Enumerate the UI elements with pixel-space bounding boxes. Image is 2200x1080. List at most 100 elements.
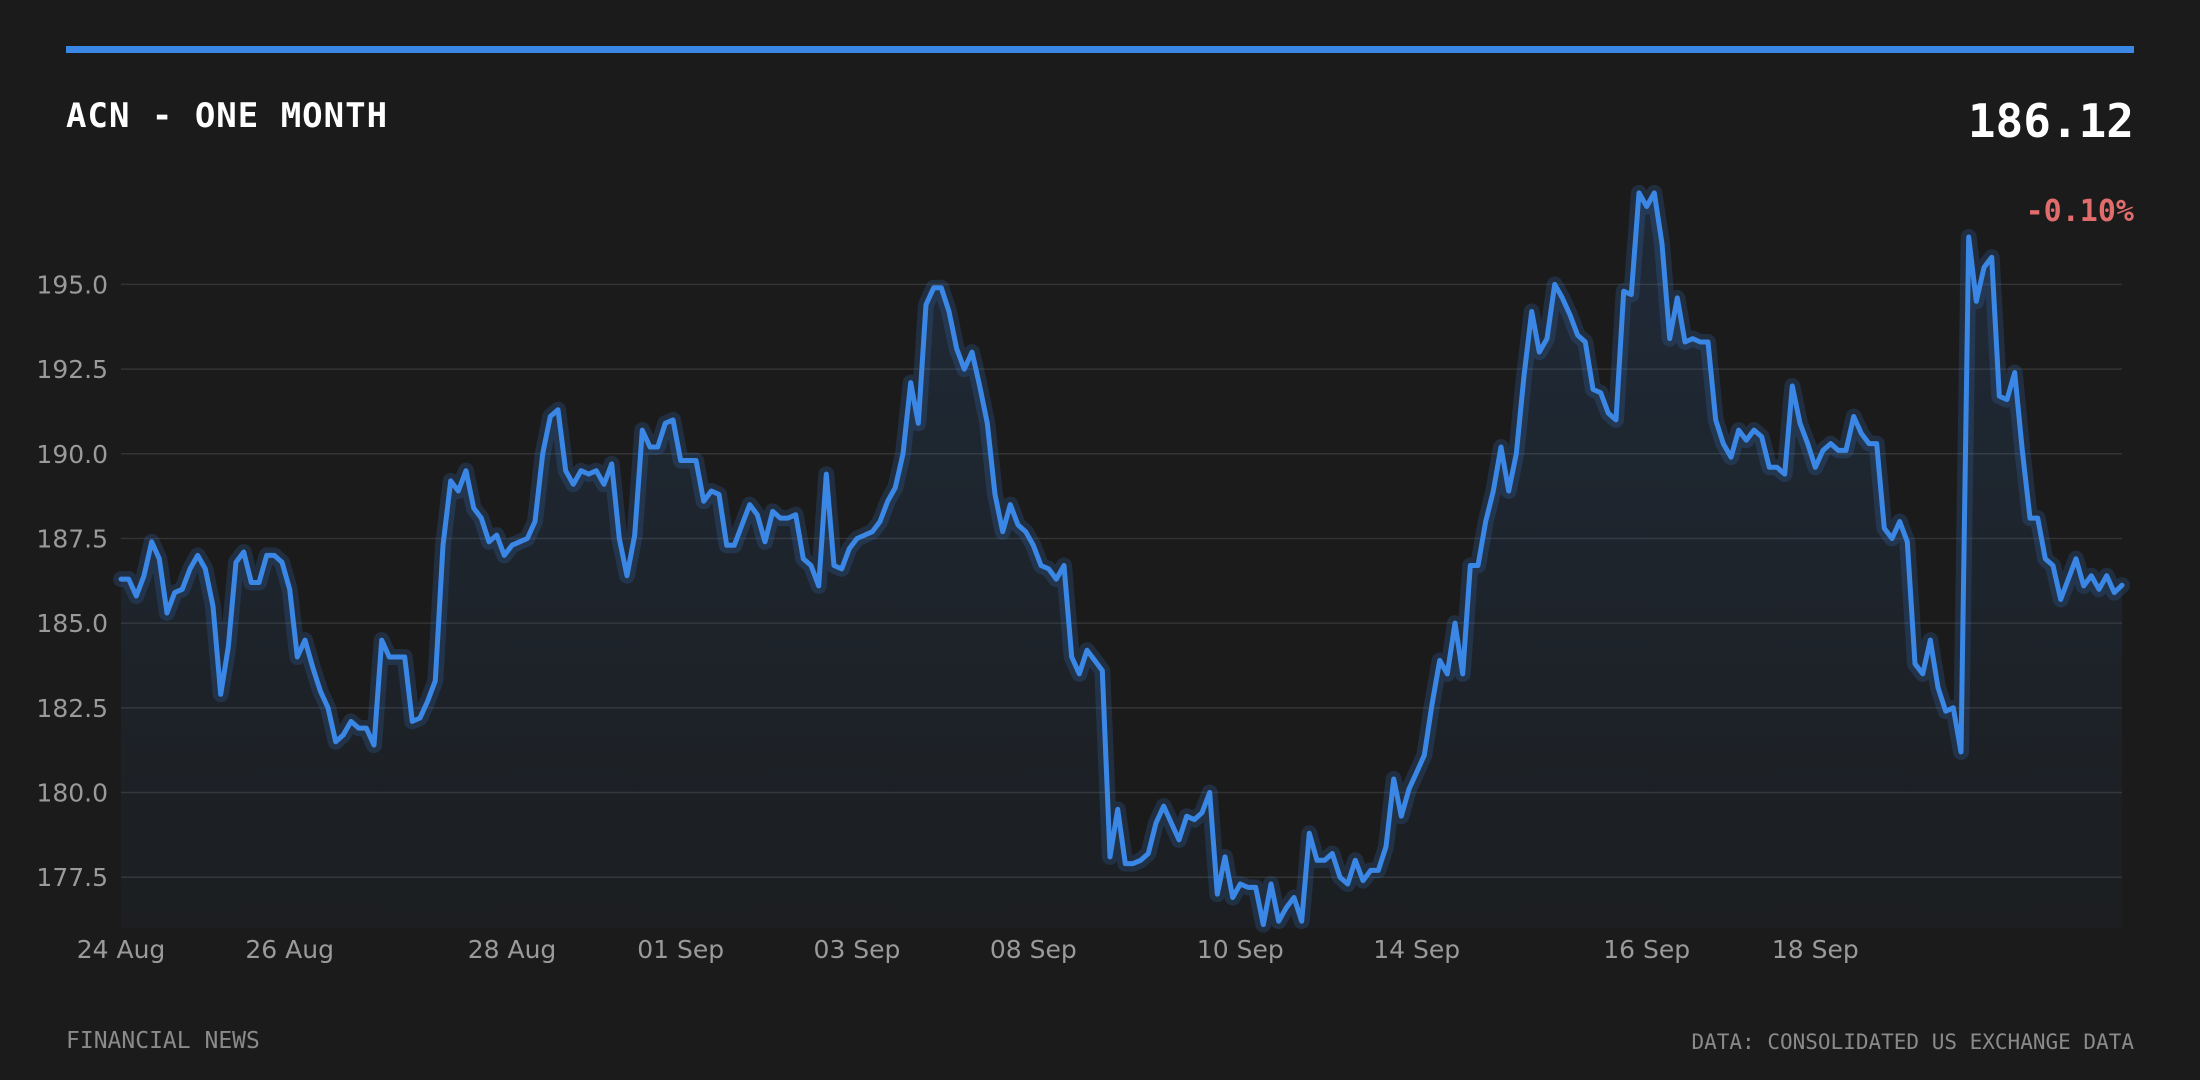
data-point: [655, 445, 660, 450]
data-point: [1752, 428, 1757, 433]
data-point: [1729, 455, 1734, 460]
data-point: [1698, 340, 1703, 345]
data-point: [1660, 241, 1665, 246]
data-point: [287, 587, 292, 592]
data-point: [1161, 804, 1166, 809]
data-point: [924, 302, 929, 307]
data-point: [816, 583, 821, 588]
data-point: [2112, 590, 2117, 595]
data-point: [1844, 448, 1849, 453]
data-point: [1223, 854, 1228, 859]
footer-data-credit: DATA: CONSOLIDATED US EXCHANGE DATA: [1691, 1030, 2134, 1054]
data-point: [257, 580, 262, 585]
data-point: [985, 421, 990, 426]
data-point: [1046, 566, 1051, 571]
y-tick-label: 195.0: [36, 270, 108, 299]
data-point: [1836, 448, 1841, 453]
data-point: [732, 543, 737, 548]
data-point: [786, 516, 791, 521]
x-tick-label: 28 Aug: [468, 935, 557, 964]
x-tick-label: 01 Sep: [637, 935, 724, 964]
data-point: [1437, 658, 1442, 663]
data-point: [418, 716, 423, 721]
data-point: [1177, 837, 1182, 842]
data-point: [1920, 671, 1925, 676]
data-point: [824, 472, 829, 477]
data-point: [885, 499, 890, 504]
data-point: [671, 417, 676, 422]
data-point: [1537, 350, 1542, 355]
y-tick-label: 177.5: [36, 863, 108, 892]
data-point: [249, 580, 254, 585]
data-point: [1330, 851, 1335, 856]
x-tick-label: 26 Aug: [245, 935, 334, 964]
data-point: [1805, 441, 1810, 446]
data-point: [188, 566, 193, 571]
data-point: [157, 556, 162, 561]
data-point: [1568, 312, 1573, 317]
data-point: [1928, 638, 1933, 643]
data-point: [1100, 668, 1105, 673]
data-point: [1874, 441, 1879, 446]
data-point: [663, 421, 668, 426]
data-point: [1483, 519, 1488, 524]
current-price: 186.12: [1967, 94, 2134, 148]
data-point: [1506, 489, 1511, 494]
data-point: [1276, 919, 1281, 924]
data-point: [410, 719, 415, 724]
data-point: [364, 726, 369, 731]
data-point: [502, 553, 507, 558]
data-point: [264, 553, 269, 558]
data-point: [1384, 844, 1389, 849]
data-point: [1721, 441, 1726, 446]
data-point: [931, 285, 936, 290]
data-point: [234, 560, 239, 565]
data-point: [1131, 861, 1136, 866]
data-point: [916, 421, 921, 426]
data-point: [1261, 922, 1266, 927]
data-point: [1322, 858, 1327, 863]
data-point: [1989, 255, 1994, 260]
data-point: [1606, 411, 1611, 416]
data-point: [1016, 522, 1021, 527]
data-point: [402, 655, 407, 660]
data-point: [1361, 878, 1366, 883]
data-point: [1499, 445, 1504, 450]
data-point: [310, 665, 315, 670]
data-point: [1085, 648, 1090, 653]
data-point: [1598, 390, 1603, 395]
data-point: [701, 499, 706, 504]
data-point: [862, 533, 867, 538]
data-point: [1192, 817, 1197, 822]
data-point: [326, 705, 331, 710]
data-point: [2097, 587, 2102, 592]
data-point: [1690, 336, 1695, 341]
data-point: [1146, 851, 1151, 856]
data-point: [2028, 516, 2033, 521]
data-point: [1445, 671, 1450, 676]
data-point: [1713, 417, 1718, 422]
data-point: [947, 309, 952, 314]
data-point: [448, 478, 453, 483]
data-point: [1951, 705, 1956, 710]
data-point: [1644, 204, 1649, 209]
data-point: [218, 692, 223, 697]
data-point: [778, 516, 783, 521]
data-point: [1974, 299, 1979, 304]
data-point: [594, 468, 599, 473]
data-point: [1376, 868, 1381, 873]
data-point: [755, 512, 760, 517]
data-point: [241, 550, 246, 555]
data-point: [1552, 282, 1557, 287]
data-point: [142, 573, 147, 578]
data-point: [617, 536, 622, 541]
data-point: [1299, 919, 1304, 924]
data-point: [1039, 563, 1044, 568]
data-point: [1468, 563, 1473, 568]
top-accent-rule: [66, 46, 2134, 53]
x-tick-label: 18 Sep: [1772, 935, 1859, 964]
data-point: [1307, 831, 1312, 836]
data-point: [1706, 340, 1711, 345]
data-point: [2081, 583, 2086, 588]
data-point: [1890, 536, 1895, 541]
